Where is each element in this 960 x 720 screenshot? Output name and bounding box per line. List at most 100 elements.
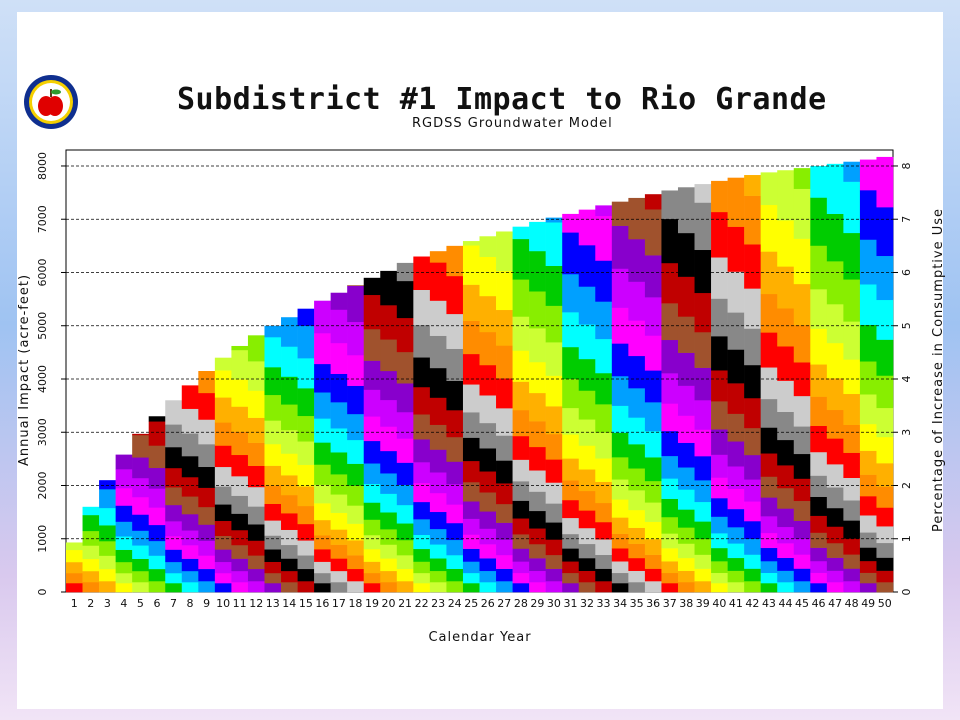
bar-segment [214,422,232,446]
bar-segment [429,367,447,398]
bar-segment [297,505,315,525]
bar-segment [462,320,480,355]
bar-segment [793,500,811,521]
bar-segment [347,581,365,593]
bar-segment [628,239,646,282]
bar-segment [744,364,761,399]
bar-segment [363,440,381,464]
bar-segment [578,286,596,325]
bar-segment [793,520,811,539]
bar-segment [181,496,199,515]
bar-segment [628,355,646,389]
bar-segment [545,482,563,504]
bar-segment [330,402,348,429]
bar-segment [347,555,365,570]
bar-segment [214,549,232,563]
bar-segment [297,486,315,507]
y2-tick-label: 1 [900,535,913,542]
bar-segment [611,499,629,518]
bar-segment [644,581,662,593]
bar-segment [711,370,728,402]
x-tick-label: 26 [481,597,495,610]
bar-segment [462,481,480,502]
bar-segment [247,555,265,570]
bar-segment [562,517,580,535]
bar-segment [810,572,828,584]
bar-segment [214,561,232,574]
bar-segment [677,276,695,317]
bar-segment [744,195,761,245]
bar-segment [859,560,877,573]
bar-segment [380,270,398,306]
y2-tick-label: 8 [900,162,913,169]
bar-segment [132,434,149,458]
bar-segment [661,339,679,374]
bar-segment [777,582,795,593]
bar-segment [181,545,199,559]
bar-segment [711,533,728,549]
bar-segment [198,540,216,556]
bar-segment [810,496,828,516]
y2-axis-title: Percentage of Increase in Consumptive Us… [931,208,946,532]
bar-segment [793,395,811,427]
bar-segment [347,321,365,356]
bar-segment [876,255,894,301]
bar-segment [611,307,629,344]
bar-segment [462,518,480,535]
bar-segment [281,453,298,476]
bar-segment [479,544,497,559]
bar-segment [711,572,728,584]
bar-segment [429,544,447,559]
bar-segment [396,438,414,463]
bar-segment [876,463,894,487]
bar-segment [644,209,662,256]
bar-segment [595,481,613,504]
chart-subtitle: RGDSS Groundwater Model [412,116,613,131]
bar-segment [876,526,894,544]
bar-segment [380,582,398,593]
bar-segment [661,561,679,574]
bar-segment [281,376,298,405]
bar-segment [777,439,795,466]
bar-segment [264,572,282,584]
x-tick-label: 18 [348,597,362,610]
bar-segment [115,536,133,550]
bar-segment [247,465,265,488]
bar-segment [777,380,795,413]
bar-segment [777,508,795,528]
bar-segment [793,478,811,502]
x-tick-label: 32 [580,597,594,610]
bar-segment [562,458,580,481]
bar-segment [446,539,464,556]
bar-segment [165,467,183,488]
bar-segment [479,582,497,593]
bar-segment [363,548,381,562]
bar-segment [611,517,629,534]
bar-segment [694,554,712,569]
bar-segment [595,372,613,405]
chart-title: Subdistrict #1 Impact to Rio Grande [177,82,827,117]
bar-segment [214,445,232,468]
bar-segment [462,384,480,413]
bar-segment [115,583,133,593]
bar-segment [165,561,183,574]
bar-segment [859,190,877,240]
bar-segment [429,570,447,583]
bar-segment [578,543,596,559]
y-tick-label: 0 [36,589,49,596]
x-tick-label: 29 [530,597,544,610]
bar-segment [628,320,646,357]
bar-segment [231,406,249,432]
bar-segment [380,544,398,559]
bar-segment [644,480,662,503]
bar-segment [562,480,580,501]
x-tick-label: 34 [613,597,627,610]
bar-segment [859,515,877,533]
bar-segment [198,371,216,394]
bar-segment [82,530,100,546]
bar-segment [479,364,497,396]
bar-segment [214,397,232,423]
bar-segment [595,568,613,582]
bar-segment [380,305,398,340]
bar-segment [181,514,199,531]
